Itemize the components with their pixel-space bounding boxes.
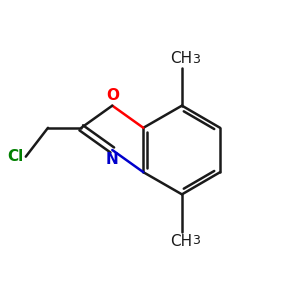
Text: 3: 3 [192,53,200,66]
Text: 3: 3 [192,234,200,247]
Text: Cl: Cl [7,149,24,164]
Text: O: O [106,88,119,104]
Text: CH: CH [170,51,192,66]
Text: N: N [106,152,119,167]
Text: CH: CH [170,234,192,249]
